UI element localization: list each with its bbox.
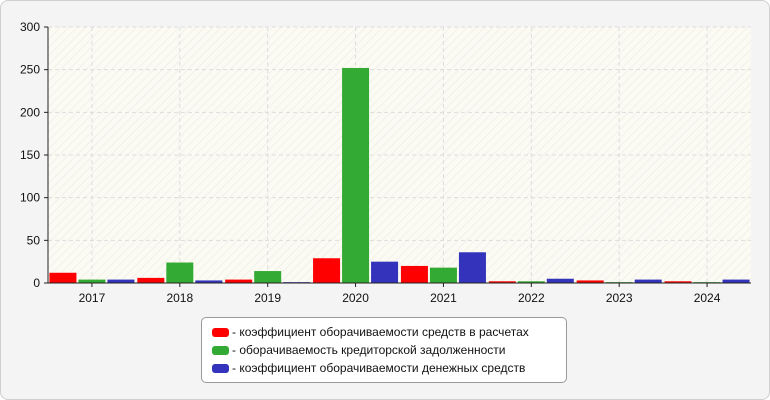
bar-2024-series-1 <box>664 281 692 283</box>
bar-2023-series-1 <box>576 280 604 283</box>
legend-swatch-red <box>212 327 229 337</box>
bar-2017-series-1 <box>49 272 77 283</box>
x-tick-label: 2018 <box>166 291 193 305</box>
bar-2017-series-3 <box>107 279 135 283</box>
bar-2023-series-3 <box>634 279 662 283</box>
y-tick-label: 100 <box>20 191 40 205</box>
bar-2017-series-2 <box>78 279 106 283</box>
y-tick-label: 250 <box>20 63 40 77</box>
legend-swatch-blue <box>212 363 229 373</box>
bar-2020-series-1 <box>313 258 341 283</box>
bar-2022-series-3 <box>546 278 574 283</box>
bar-2020-series-2 <box>342 67 370 284</box>
legend-item-receivables-turnover: - коэффициент оборачиваемости средств в … <box>212 323 566 341</box>
y-tick-label: 0 <box>33 276 40 290</box>
x-tick-label: 2022 <box>518 291 545 305</box>
x-tick-label: 2020 <box>342 291 369 305</box>
y-tick-label: 200 <box>20 105 40 119</box>
bar-2022-series-2 <box>517 281 545 283</box>
bar-2018-series-2 <box>166 262 194 283</box>
bar-2021-series-1 <box>400 265 428 283</box>
x-tick-label: 2024 <box>694 291 721 305</box>
legend-item-payables-turnover: - оборачиваемость кредиторской задолженн… <box>212 341 566 359</box>
bar-2019-series-2 <box>254 271 282 283</box>
bar-2021-series-3 <box>458 252 486 283</box>
x-tick-labels: 2017 2018 2019 2020 2021 2022 2023 2024 <box>79 283 721 305</box>
bar-2024-series-3 <box>722 279 750 283</box>
x-tick-label: 2021 <box>430 291 457 305</box>
bars <box>49 67 750 284</box>
bar-2018-series-1 <box>137 277 165 283</box>
x-tick-label: 2019 <box>254 291 281 305</box>
legend: - коэффициент оборачиваемости средств в … <box>201 317 567 383</box>
bar-2022-series-1 <box>488 281 516 283</box>
bar-2020-series-3 <box>371 261 399 283</box>
grid-lines <box>48 26 751 283</box>
legend-label: - коэффициент оборачиваемости средств в … <box>232 325 529 339</box>
x-tick-label: 2017 <box>79 291 106 305</box>
legend-swatch-green <box>212 345 229 355</box>
y-tick-label: 50 <box>27 233 41 247</box>
legend-item-cash-turnover: - коэффициент оборачиваемости денежных с… <box>212 359 566 377</box>
x-tick-label: 2023 <box>606 291 633 305</box>
y-tick-label: 300 <box>20 20 40 34</box>
legend-label: - коэффициент оборачиваемости денежных с… <box>232 361 526 375</box>
legend-label: - оборачиваемость кредиторской задолженн… <box>232 343 506 357</box>
y-tick-label: 150 <box>20 148 40 162</box>
bar-2018-series-3 <box>195 280 223 283</box>
y-tick-labels: 0 50 100 150 200 250 300 <box>20 20 48 290</box>
bar-2019-series-1 <box>225 279 253 283</box>
bar-2021-series-2 <box>429 267 457 283</box>
